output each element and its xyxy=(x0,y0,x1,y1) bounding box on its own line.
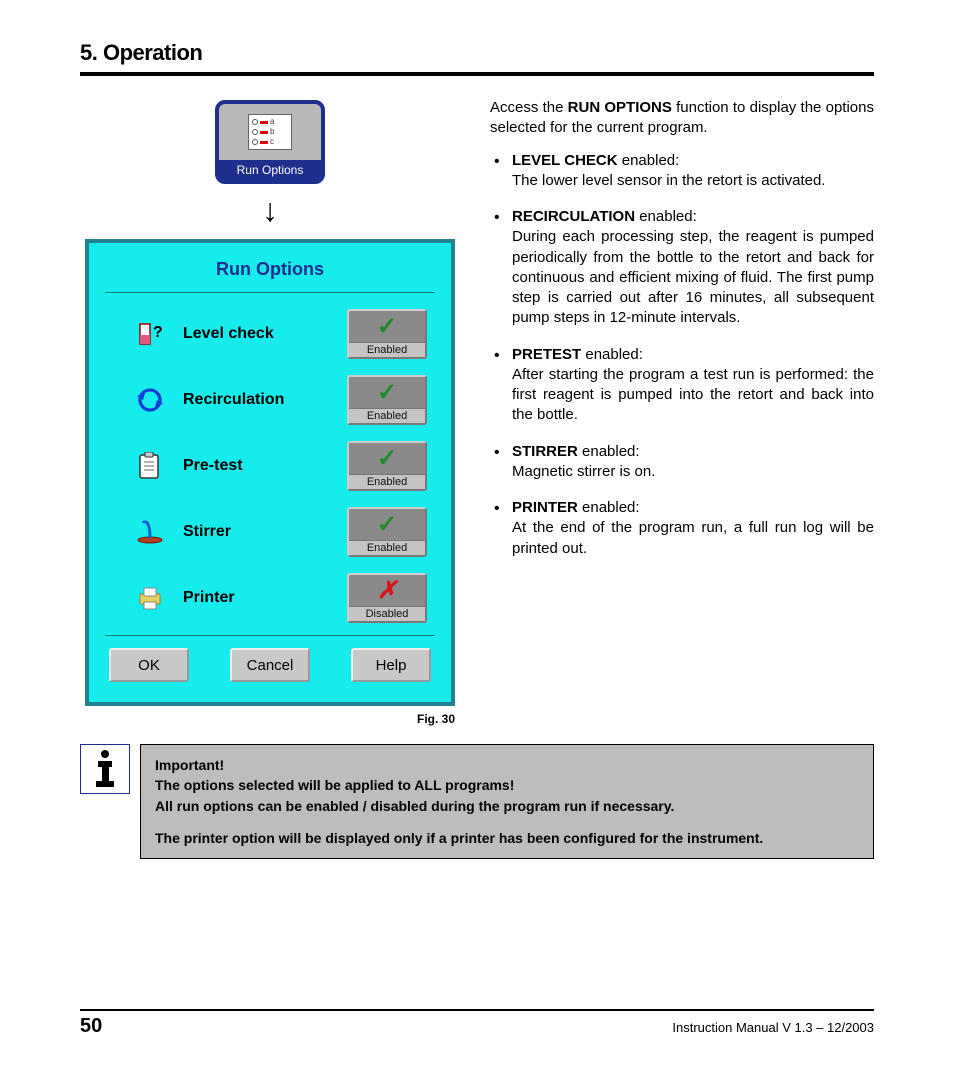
check-icon: ✓ xyxy=(377,443,397,474)
figure-caption: Fig. 30 xyxy=(85,712,455,726)
toggle-level-check[interactable]: ✓ Enabled xyxy=(347,309,427,359)
run-options-dialog: Run Options ? Level check ✓ Enabled xyxy=(85,239,455,706)
check-icon: ✓ xyxy=(377,311,397,342)
pretest-icon xyxy=(135,451,165,481)
x-icon: ✗ xyxy=(377,575,397,606)
toggle-state: Enabled xyxy=(349,408,425,423)
toggle-recirculation[interactable]: ✓ Enabled xyxy=(347,375,427,425)
list-item: RECIRCULATION enabled: During each proce… xyxy=(490,207,874,329)
run-options-launcher[interactable]: a b c Run Options xyxy=(215,100,325,184)
ok-button[interactable]: OK xyxy=(109,648,189,682)
list-item: STIRRER enabled: Magnetic stirrer is on. xyxy=(490,442,874,483)
description-text: Access the RUN OPTIONS function to displ… xyxy=(490,94,874,726)
options-list: ? Level check ✓ Enabled Recirculation xyxy=(95,293,445,635)
run-options-launcher-label: Run Options xyxy=(219,160,321,180)
recirculation-icon xyxy=(135,385,165,415)
dialog-title: Run Options xyxy=(95,249,445,292)
toggle-state: Disabled xyxy=(349,606,425,621)
list-item: PRETEST enabled: After starting the prog… xyxy=(490,345,874,426)
option-row-stirrer: Stirrer ✓ Enabled xyxy=(107,499,433,565)
header-rule xyxy=(80,72,874,76)
option-label: Level check xyxy=(183,325,347,343)
check-icon: ✓ xyxy=(377,377,397,408)
cancel-button[interactable]: Cancel xyxy=(230,648,310,682)
page-number: 50 xyxy=(80,1015,102,1038)
option-label: Pre-test xyxy=(183,457,347,475)
toggle-state: Enabled xyxy=(349,342,425,357)
list-item: LEVEL CHECK enabled: The lower level sen… xyxy=(490,151,874,192)
level-check-icon: ? xyxy=(135,319,165,349)
down-arrow-icon: ↓ xyxy=(262,192,278,229)
stirrer-icon xyxy=(135,517,165,547)
important-note-box: Important! The options selected will be … xyxy=(140,744,874,859)
footer-text: Instruction Manual V 1.3 – 12/2003 xyxy=(672,1020,874,1035)
option-label: Printer xyxy=(183,589,347,607)
option-label: Stirrer xyxy=(183,523,347,541)
printer-icon xyxy=(135,583,165,613)
svg-text:?: ? xyxy=(153,324,163,341)
toggle-state: Enabled xyxy=(349,474,425,489)
info-icon xyxy=(80,744,130,794)
toggle-printer[interactable]: ✗ Disabled xyxy=(347,573,427,623)
toggle-state: Enabled xyxy=(349,540,425,555)
option-row-printer: Printer ✗ Disabled xyxy=(107,565,433,631)
check-icon: ✓ xyxy=(377,509,397,540)
option-row-level-check: ? Level check ✓ Enabled xyxy=(107,301,433,367)
toggle-pretest[interactable]: ✓ Enabled xyxy=(347,441,427,491)
help-button[interactable]: Help xyxy=(351,648,431,682)
section-heading: 5. Operation xyxy=(80,40,874,70)
option-row-pretest: Pre-test ✓ Enabled xyxy=(107,433,433,499)
page-footer: 50 Instruction Manual V 1.3 – 12/2003 xyxy=(80,1009,874,1038)
option-label: Recirculation xyxy=(183,391,347,409)
run-options-launcher-graphic: a b c xyxy=(219,104,321,160)
toggle-stirrer[interactable]: ✓ Enabled xyxy=(347,507,427,557)
list-item: PRINTER enabled: At the end of the progr… xyxy=(490,498,874,559)
option-row-recirculation: Recirculation ✓ Enabled xyxy=(107,367,433,433)
